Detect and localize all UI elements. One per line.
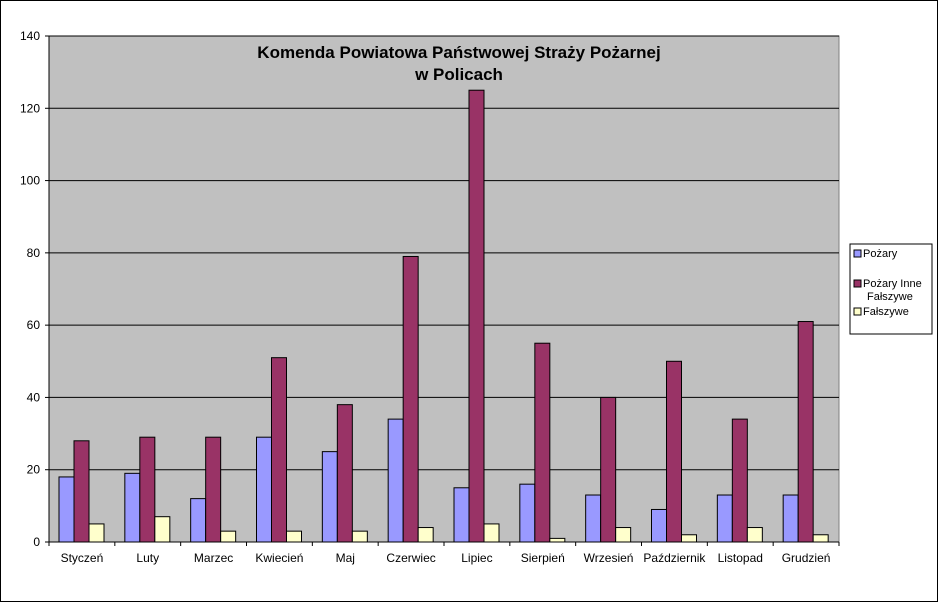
legend-box <box>849 243 933 335</box>
x-tick-label: Luty <box>136 551 159 565</box>
y-tick-label: 60 <box>27 318 41 332</box>
bar-1-4 <box>256 436 272 543</box>
bar-2-2 <box>139 436 156 543</box>
bar-1-5 <box>321 451 338 543</box>
x-tick-label: Sierpień <box>521 551 565 565</box>
bar-3-1 <box>88 523 105 543</box>
x-tick-label: Styczeń <box>61 551 104 565</box>
bar-2-4 <box>271 357 287 543</box>
bar-3-8 <box>549 537 566 543</box>
x-tick-label: Listopad <box>718 551 763 565</box>
chart-title-line-2: w Policach <box>414 65 503 84</box>
bar-2-6 <box>402 255 419 543</box>
y-tick-label: 140 <box>20 29 40 43</box>
bar-3-5 <box>351 530 368 543</box>
bar-2-5 <box>336 404 353 543</box>
chart-title-line-1: Komenda Powiatowa Państwowej Straży Poża… <box>257 43 660 62</box>
bar-3-3 <box>220 530 237 543</box>
legend-label-2: Fałszywe <box>867 291 913 303</box>
axes <box>45 35 840 546</box>
y-tick-label: 20 <box>27 463 41 477</box>
x-tick-label: Maj <box>336 551 355 565</box>
legend-swatch-1 <box>853 249 862 258</box>
bar-1-9 <box>585 494 602 543</box>
legend-swatch-2 <box>853 279 862 288</box>
y-tick-label: 100 <box>20 174 40 188</box>
bar-3-10 <box>681 534 697 543</box>
bar-1-12 <box>782 494 799 543</box>
bar-1-1 <box>58 476 75 543</box>
bar-3-6 <box>417 527 434 543</box>
x-tick-label: Grudzień <box>782 551 831 565</box>
bar-1-6 <box>387 418 404 543</box>
x-tick-label: Wrzesień <box>584 551 634 565</box>
chart-title: Komenda Powiatowa Państwowej Straży Poża… <box>257 43 660 84</box>
bar-2-7 <box>468 89 485 543</box>
x-tick-label: Marzec <box>194 551 233 565</box>
y-tick-labels: 0 20 40 60 80 100 120 140 <box>20 29 40 549</box>
x-tick-label: Lipiec <box>461 551 492 565</box>
bar-3-11 <box>746 527 763 543</box>
legend-label-1: Pożary <box>863 248 898 260</box>
x-tick-label: Kwiecień <box>255 551 303 565</box>
bar-3-12 <box>812 534 829 543</box>
bar-2-11 <box>731 418 748 543</box>
gridlines <box>49 35 839 471</box>
bar-2-8 <box>534 342 551 543</box>
x-tick-labels: Styczeń Luty Marzec Kwiecień Maj Czerwiec Lipi… <box>61 551 831 565</box>
y-tick-label: 40 <box>27 390 41 404</box>
bar-3-4 <box>286 530 302 543</box>
y-tick-label: 80 <box>27 246 41 260</box>
bars <box>58 89 829 543</box>
legend-label-2: Pożary Inne <box>863 278 922 290</box>
bar-3-7 <box>483 523 500 543</box>
x-tick-label: Czerwiec <box>386 551 435 565</box>
bar-1-10 <box>651 508 667 543</box>
bar-2-12 <box>797 321 814 543</box>
bar-3-2 <box>154 516 171 543</box>
bar-1-7 <box>453 487 470 543</box>
bar-1-2 <box>124 472 141 543</box>
bar-2-3 <box>205 436 222 543</box>
bar-3-9 <box>615 527 632 543</box>
bar-2-9 <box>600 396 617 543</box>
plot-area <box>48 35 840 543</box>
bar-1-8 <box>519 483 536 543</box>
legend-swatch-3 <box>853 307 862 316</box>
y-tick-label: 120 <box>20 101 40 115</box>
legend-label-3: Fałszywe <box>863 306 909 318</box>
bar-1-11 <box>716 494 733 543</box>
bar-2-10 <box>666 360 682 543</box>
y-tick-label: 0 <box>33 535 40 549</box>
bar-2-1 <box>73 440 90 543</box>
bar-1-3 <box>190 498 207 543</box>
x-tick-label: Październik <box>643 551 706 565</box>
